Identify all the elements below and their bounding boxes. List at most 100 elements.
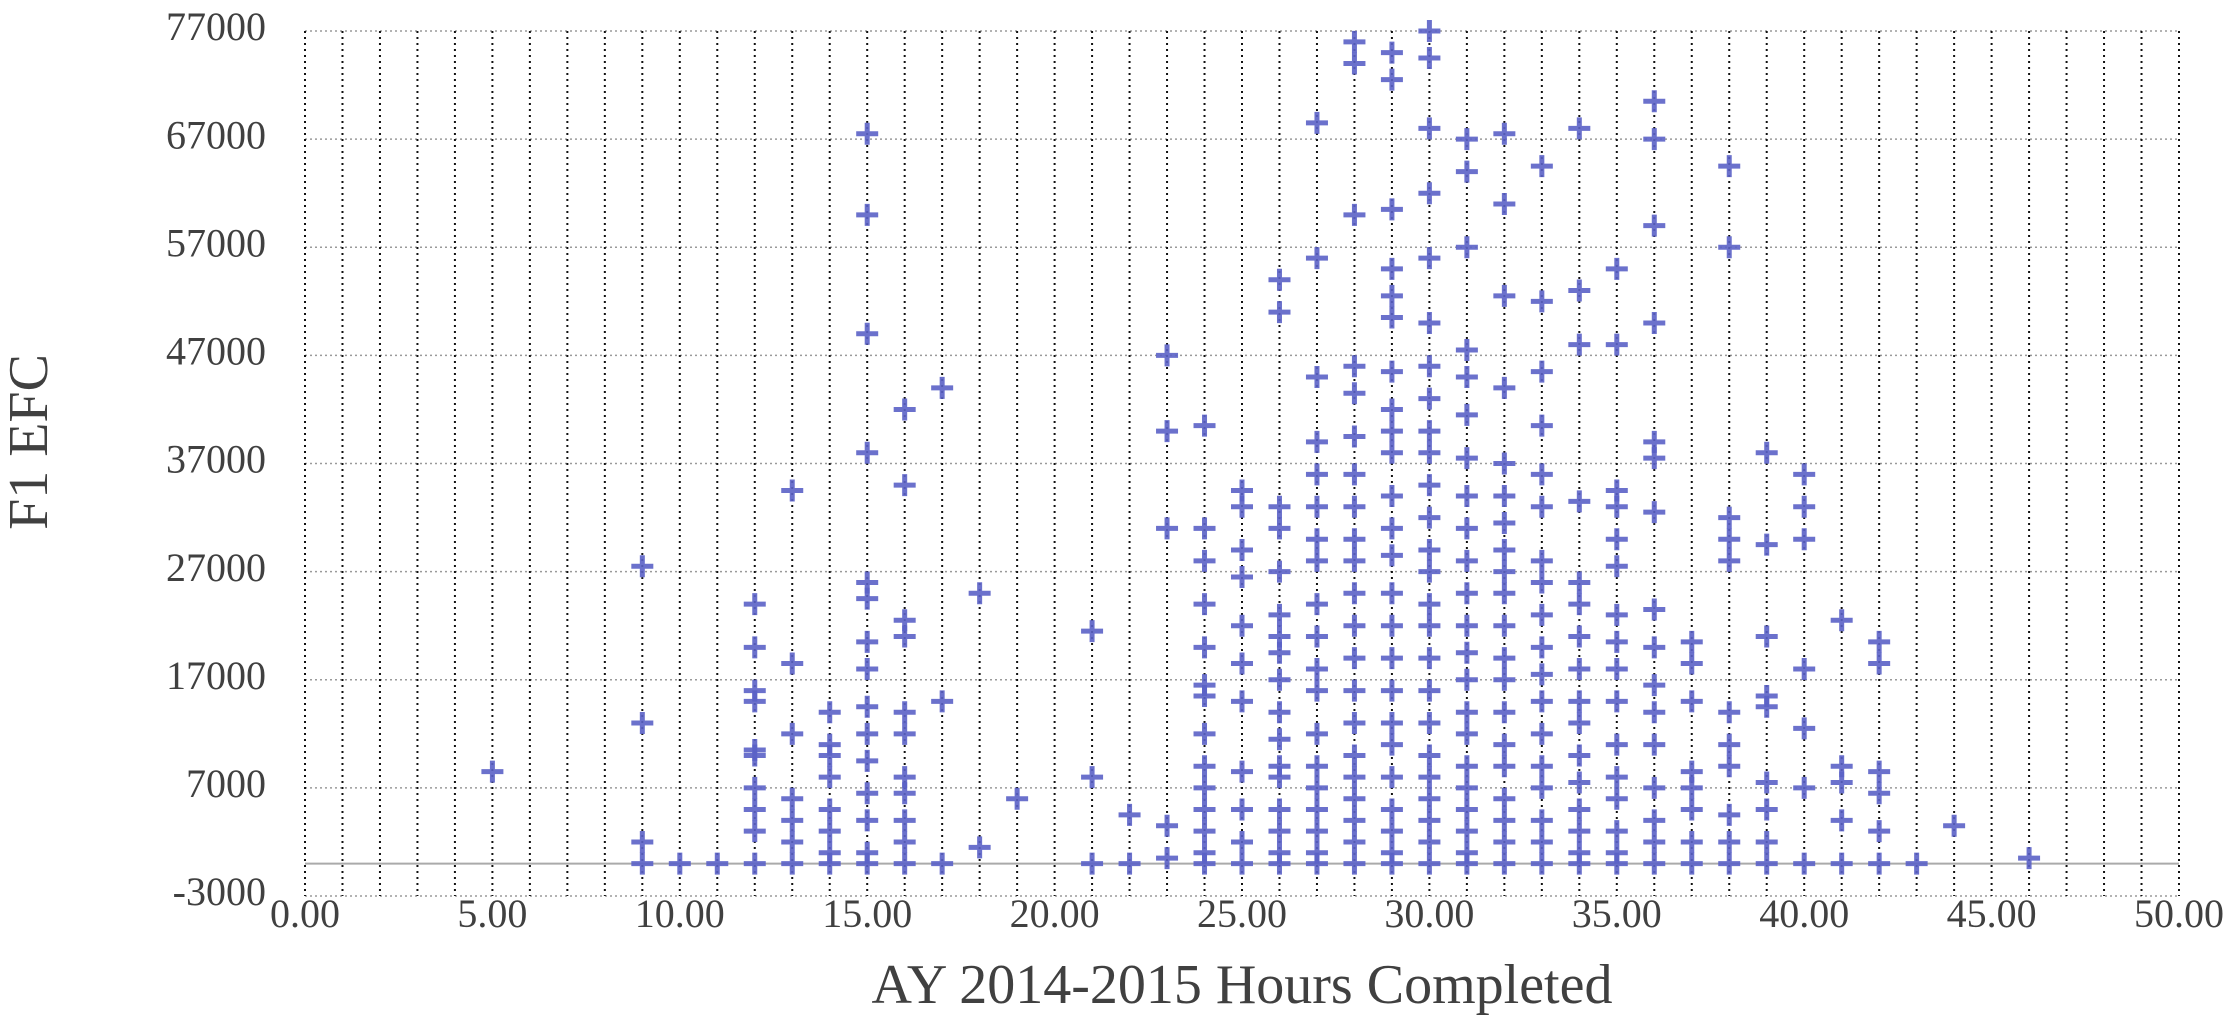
point [1380, 257, 1403, 280]
point [1830, 852, 1853, 875]
point [1455, 160, 1478, 183]
point [1605, 528, 1628, 551]
point [1455, 447, 1478, 470]
point [1530, 830, 1553, 853]
point [1305, 549, 1328, 572]
point [1605, 852, 1628, 875]
point [1343, 712, 1366, 734]
point [1793, 776, 1816, 799]
point [1493, 852, 1516, 875]
point [1305, 593, 1328, 616]
point [1380, 284, 1403, 307]
point [1418, 441, 1441, 464]
point [1755, 852, 1778, 875]
point [1455, 641, 1478, 664]
point [1455, 549, 1478, 572]
point [1605, 495, 1628, 518]
point [931, 376, 954, 399]
point [1418, 20, 1441, 42]
point [1305, 528, 1328, 551]
point [1418, 247, 1441, 270]
point [1418, 311, 1441, 334]
point [1231, 539, 1253, 561]
point [1268, 798, 1291, 821]
point [1530, 603, 1553, 626]
point [1605, 555, 1628, 578]
point [1455, 582, 1478, 605]
point [1530, 809, 1553, 832]
point [1305, 111, 1328, 134]
point [1493, 484, 1516, 507]
point [1605, 657, 1628, 680]
point [1493, 809, 1516, 832]
point [1530, 155, 1553, 178]
point [1156, 814, 1179, 837]
point [1418, 787, 1441, 810]
point [1680, 630, 1703, 653]
point [1418, 647, 1441, 670]
point [818, 852, 841, 875]
point [1305, 776, 1328, 799]
point [1305, 798, 1328, 821]
point [1455, 668, 1478, 691]
point [1530, 755, 1553, 778]
point [1380, 484, 1403, 507]
x-axis-title: AY 2014-2015 Hours Completed [872, 954, 1613, 1016]
point [1380, 582, 1403, 605]
point [1455, 755, 1478, 778]
point [1343, 809, 1366, 832]
point [1343, 614, 1366, 637]
point [818, 820, 841, 843]
point [1605, 257, 1628, 280]
point [1118, 852, 1141, 875]
point [1568, 820, 1591, 843]
point [856, 809, 879, 832]
point [1343, 549, 1366, 572]
point [1568, 744, 1591, 767]
x-tick-label: 20.00 [1010, 891, 1100, 936]
point [1755, 798, 1778, 821]
point [1718, 755, 1741, 778]
point [1455, 484, 1478, 507]
point [1455, 798, 1478, 821]
point [1605, 787, 1628, 810]
point [1268, 668, 1291, 691]
point [1643, 830, 1666, 853]
point [1530, 663, 1553, 686]
point [1268, 820, 1291, 843]
point [1943, 814, 1966, 837]
point [1193, 798, 1216, 821]
point [1343, 830, 1366, 853]
point [1530, 549, 1553, 572]
point [781, 852, 804, 875]
point [856, 441, 879, 464]
point [1193, 852, 1216, 875]
point [1231, 566, 1253, 589]
point [1268, 852, 1291, 875]
point [1268, 641, 1291, 664]
point [1455, 852, 1478, 875]
point [1268, 728, 1291, 751]
y-tick-label: 57000 [166, 220, 266, 265]
point [1643, 128, 1666, 151]
point [1418, 809, 1441, 832]
point [1868, 782, 1891, 805]
point [1380, 852, 1403, 875]
x-tick-label: 5.00 [457, 891, 527, 936]
point [1493, 452, 1516, 475]
point [1493, 122, 1516, 145]
point [1081, 852, 1104, 875]
point [856, 630, 879, 653]
point [1193, 820, 1216, 843]
point [1455, 776, 1478, 799]
point [893, 782, 916, 805]
point [706, 852, 729, 875]
point [1643, 701, 1666, 724]
point [1268, 268, 1291, 291]
point [1231, 830, 1253, 853]
point [1793, 495, 1816, 518]
point [1905, 852, 1928, 875]
point [1418, 560, 1441, 583]
point [743, 690, 766, 713]
point [1830, 809, 1853, 832]
